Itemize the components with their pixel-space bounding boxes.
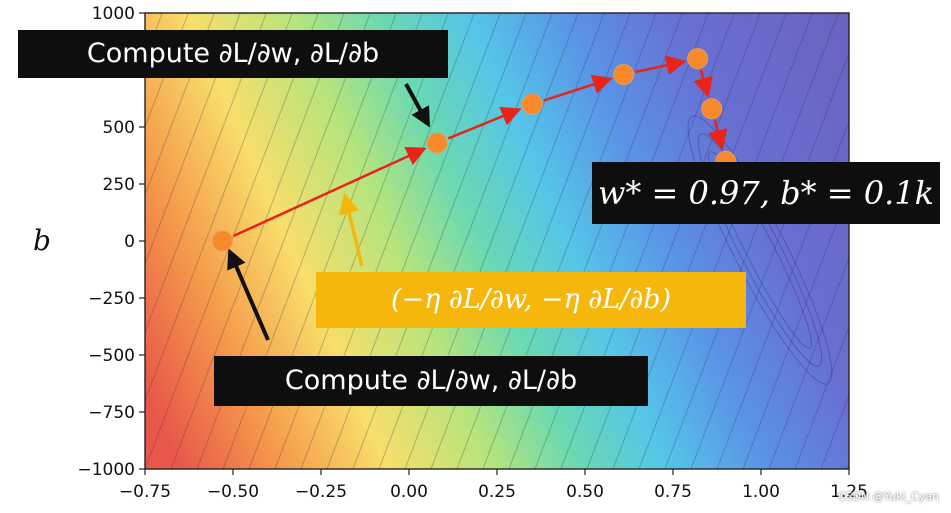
contour-line [716, 120, 849, 469]
annotation-update-step: (−η ∂L/∂w, −η ∂L/∂b) [316, 272, 746, 328]
contour-line [378, 13, 553, 469]
contour-line [300, 13, 475, 469]
contour-line [560, 13, 735, 469]
path-arrow [707, 120, 728, 151]
contour-ellipse [708, 151, 812, 349]
watermark: CSDN @Yuki_Cyan [837, 490, 939, 503]
y-tick-label: 250 [103, 175, 135, 195]
x-tick-label: 0.75 [654, 482, 692, 502]
x-tick-label: −0.25 [295, 482, 347, 502]
contour-line [326, 13, 501, 469]
contour-line [690, 51, 849, 469]
data-point [211, 230, 233, 252]
contour-line [664, 13, 839, 469]
contour-line [917, 0, 951, 490]
y-axis-label: b [33, 224, 51, 257]
y-tick-label: −1000 [77, 460, 135, 480]
x-tick-label: 0.50 [566, 482, 604, 502]
y-tick-label: −750 [88, 403, 135, 423]
x-tick-label: 0.25 [478, 482, 516, 502]
contour-line [352, 13, 527, 469]
y-tick-label: 0 [124, 232, 135, 252]
contour-line [456, 13, 631, 469]
contour-line [430, 13, 605, 469]
path-arrow [232, 146, 427, 238]
x-tick-label: −0.50 [207, 482, 259, 502]
path-arrow [635, 55, 687, 76]
contour-line [768, 257, 849, 469]
contour-line [586, 13, 761, 469]
y-axis: 10007505002500−250−500−750−1000 [77, 4, 145, 480]
y-tick-label: 500 [103, 118, 135, 138]
contour-line [794, 325, 849, 469]
contour-line [404, 13, 579, 469]
data-point [426, 132, 448, 154]
contour-line [943, 0, 951, 490]
contour-line [612, 13, 787, 469]
contour-line [638, 13, 813, 469]
pointer-arrow-bottom [227, 248, 270, 341]
contour-line [0, 0, 15, 490]
update-arrow [338, 192, 364, 267]
annotation-optimum: w* = 0.97, b* = 0.1k [592, 162, 940, 224]
contour-line [891, 0, 951, 490]
contour-line [865, 0, 951, 490]
contour-line [846, 462, 849, 469]
x-tick-label: 1.25 [830, 482, 868, 502]
contour-line [508, 13, 683, 469]
contour-ellipse [697, 133, 823, 367]
pointer-arrow-top [404, 83, 430, 128]
data-point [613, 64, 635, 86]
path-arrow [693, 69, 713, 98]
x-tick-label: −0.75 [119, 482, 171, 502]
x-tick-label: 0.00 [390, 482, 428, 502]
path-arrow [447, 106, 522, 140]
x-axis: −0.75 −0.50 −0.25 0.00 0.25 0.50 0.75 1.00 1.25 [119, 469, 868, 502]
pointer-arrows [227, 83, 430, 341]
contour-lines [0, 0, 951, 490]
contour-line [742, 188, 849, 469]
data-point [687, 48, 709, 70]
path-arrow [543, 74, 613, 102]
annotation-compute-top: Compute ∂L/∂w, ∂L/∂b [18, 30, 448, 78]
y-tick-label: −250 [88, 289, 135, 309]
x-tick-label: 1.00 [742, 482, 780, 502]
descent-path [232, 55, 728, 238]
contour-line [820, 393, 849, 469]
y-tick-label: 1000 [92, 4, 135, 24]
y-tick-label: −500 [88, 346, 135, 366]
annotation-compute-bottom: Compute ∂L/∂w, ∂L/∂b [214, 356, 648, 406]
data-point [521, 93, 543, 115]
data-point [701, 98, 723, 120]
contour-ellipse [687, 115, 833, 385]
